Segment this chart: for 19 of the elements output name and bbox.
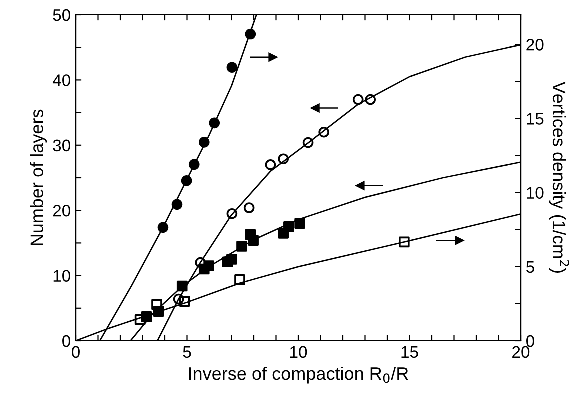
x-tick-label: 0 bbox=[72, 346, 80, 358]
y-tick-label: 20 bbox=[53, 205, 70, 217]
y-tick-label: 0 bbox=[62, 335, 70, 348]
x-tick-label: 5 bbox=[183, 346, 192, 358]
y2-axis-title: Vertices density (1/cm$^{2}$) bbox=[549, 82, 570, 273]
x-tick-label: 10 bbox=[290, 346, 308, 358]
y-tick-label: 40 bbox=[52, 74, 70, 86]
y2-tick-label: 10 bbox=[527, 187, 544, 200]
x-tick-label: 20 bbox=[512, 346, 530, 358]
y2-tick-label: 0 bbox=[526, 335, 534, 348]
y-tick-label: 10 bbox=[54, 270, 70, 282]
y-tick-label: 50 bbox=[53, 9, 70, 22]
y-axis-title: Number of layers bbox=[30, 110, 48, 246]
x-axis-title: Inverse of compaction R$_{0}$/R bbox=[189, 366, 408, 384]
y2-tick-label: 20 bbox=[526, 39, 544, 51]
x-tick-label: 15 bbox=[402, 346, 418, 358]
y2-tick-label: 15 bbox=[527, 113, 544, 125]
y-tick-label: 30 bbox=[53, 140, 70, 152]
y2-tick-label: 5 bbox=[526, 261, 534, 274]
